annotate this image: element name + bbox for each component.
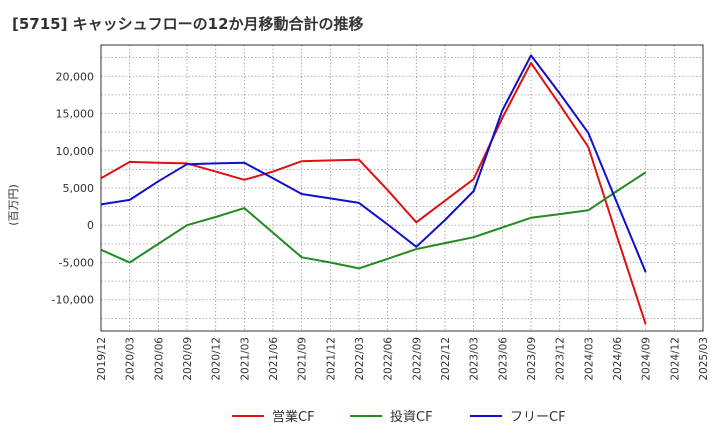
x-tick-label: 2021/12 [325, 337, 337, 381]
y-axis-ticks: -10,000 -5,000 0 5,000 10,000 15,000 20,000 [52, 70, 94, 306]
x-tick-label: 2024/09 [641, 337, 653, 381]
x-tick-label: 2023/06 [497, 337, 509, 381]
series-line-投資CF [100, 171, 647, 270]
x-tick-label: 2024/03 [583, 337, 595, 381]
y-tick-label: 10,000 [56, 145, 95, 158]
y-tick-label: -5,000 [59, 256, 94, 269]
y-tick-label: 20,000 [56, 70, 95, 83]
x-tick-label: 2020/03 [125, 337, 137, 381]
x-tick-label: 2020/09 [182, 337, 194, 381]
x-tick-label: 2020/06 [153, 337, 165, 381]
series-line-営業CF [100, 61, 647, 325]
x-tick-label: 2019/12 [96, 337, 108, 381]
x-axis-ticks: 2019/12 2020/03 2020/06 2020/09 2020/12 2021/… [96, 337, 710, 381]
x-tick-label: 2023/03 [469, 337, 481, 381]
y-tick-label: -10,000 [52, 294, 94, 307]
x-tick-label: 2021/09 [297, 337, 309, 381]
x-tick-label: 2021/06 [268, 337, 280, 381]
y-tick-label: 0 [87, 219, 94, 232]
y-tick-label: 15,000 [56, 108, 95, 121]
legend-label: 投資CF [390, 409, 433, 425]
series-line-フリーCF [100, 54, 647, 273]
series-lines [100, 54, 647, 325]
x-tick-label: 2022/09 [411, 337, 423, 381]
y-tick-label: 5,000 [63, 182, 95, 195]
x-tick-label: 2022/12 [440, 337, 452, 381]
x-tick-label: 2021/03 [239, 337, 251, 381]
legend-label: 営業CF [272, 409, 315, 425]
axes [100, 44, 704, 332]
legend: 営業CF 投資CF フリーCF [232, 409, 566, 425]
y-axis-label: (百万円) [7, 184, 20, 226]
x-tick-label: 2023/09 [526, 337, 538, 381]
x-tick-label: 2022/06 [383, 337, 395, 381]
x-tick-label: 2022/03 [354, 337, 366, 381]
chart-title: [5715] キャッシュフローの12か月移動合計の推移 [12, 15, 364, 33]
legend-label: フリーCF [510, 410, 566, 425]
x-tick-label: 2025/03 [698, 337, 710, 381]
x-tick-label: 2023/12 [555, 337, 567, 381]
x-tick-label: 2024/06 [612, 337, 624, 381]
grid [100, 45, 704, 331]
x-tick-label: 2024/12 [669, 337, 681, 381]
plot-frame [100, 44, 704, 332]
x-tick-label: 2020/12 [211, 337, 223, 381]
